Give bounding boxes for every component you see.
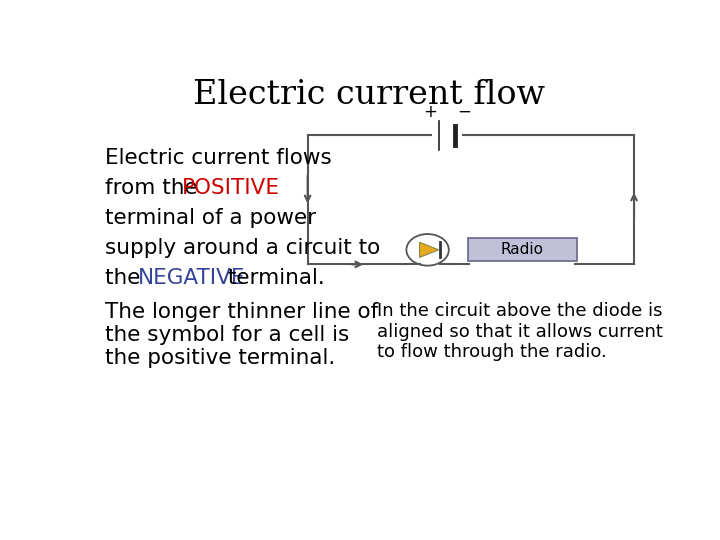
- Text: The longer thinner line of
the symbol for a cell is
the positive terminal.: The longer thinner line of the symbol fo…: [105, 302, 378, 368]
- Text: −: −: [457, 103, 471, 121]
- Text: the: the: [105, 268, 148, 288]
- Text: from the: from the: [105, 178, 204, 198]
- Text: In the circuit above the diode is
aligned so that it allows current
to flow thro: In the circuit above the diode is aligne…: [377, 302, 663, 361]
- Text: terminal of a power: terminal of a power: [105, 208, 316, 228]
- Text: terminal.: terminal.: [221, 268, 325, 288]
- Text: Electric current flow: Electric current flow: [193, 79, 545, 111]
- Polygon shape: [420, 242, 438, 258]
- FancyBboxPatch shape: [468, 238, 577, 261]
- Text: POSITIVE: POSITIVE: [182, 178, 280, 198]
- Text: +: +: [423, 103, 437, 121]
- Text: NEGATIVE: NEGATIVE: [138, 268, 246, 288]
- Text: Radio: Radio: [501, 242, 544, 258]
- Text: supply around a circuit to: supply around a circuit to: [105, 238, 380, 258]
- Text: Electric current flows: Electric current flows: [105, 148, 332, 168]
